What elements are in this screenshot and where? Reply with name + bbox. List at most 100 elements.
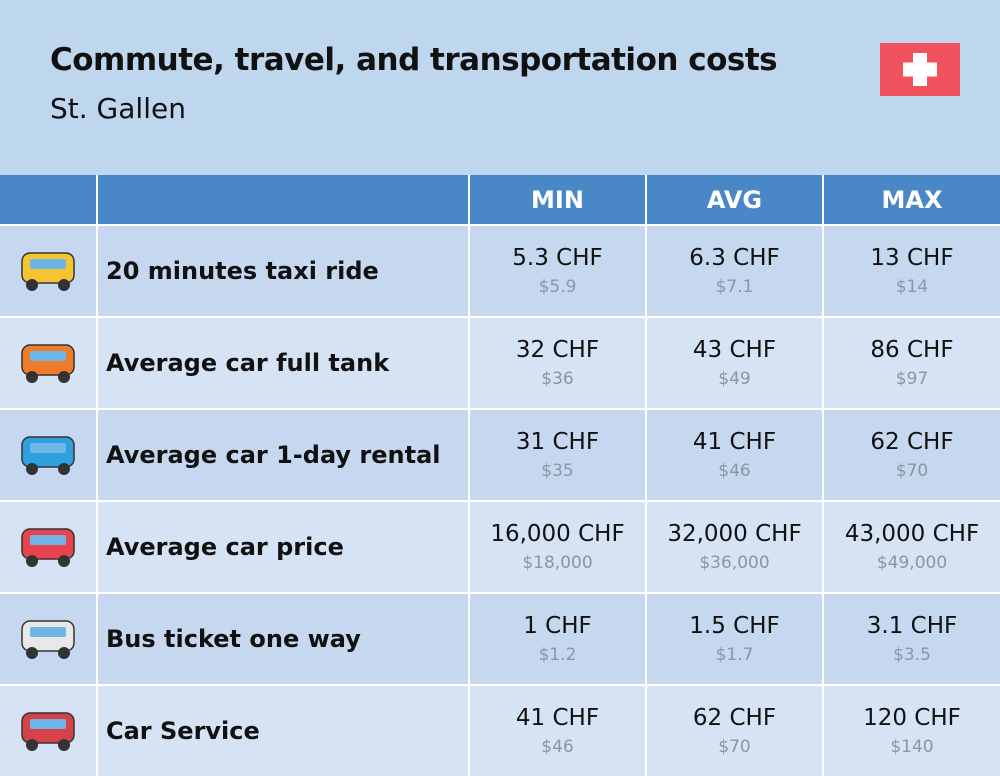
usd-price: $46 [541, 737, 574, 757]
icon-window [30, 443, 66, 453]
local-price: 16,000 CHF [490, 521, 625, 547]
table: MIN AVG MAX 20 minutes taxi ride 5.3 CHF $5.… [0, 175, 1000, 776]
value-cell: 41 CHF $46 [647, 410, 822, 500]
usd-price: $5.9 [538, 277, 577, 297]
column-header: MIN [470, 175, 645, 224]
icon-window [30, 719, 66, 729]
title: Commute, travel, and transportation cost… [50, 42, 778, 78]
usd-price: $7.1 [715, 277, 754, 297]
value-cell: 32,000 CHF $36,000 [647, 502, 822, 592]
local-price: 1.5 CHF [689, 613, 780, 639]
header-cell [98, 175, 468, 224]
icon [21, 436, 75, 475]
usd-price: $46 [718, 461, 751, 481]
icon [21, 344, 75, 383]
icon-window [30, 535, 66, 545]
usd-price: $70 [718, 737, 751, 757]
icon-cell [0, 410, 96, 500]
row-label: Average car price [98, 502, 468, 592]
value-cell: 1.5 CHF $1.7 [647, 594, 822, 684]
local-price: 32,000 CHF [667, 521, 802, 547]
usd-price: $49,000 [876, 553, 948, 573]
usd-price: $36 [541, 369, 574, 389]
icon [21, 252, 75, 291]
value-cell: 5.3 CHF $5.9 [470, 226, 645, 316]
local-price: 41 CHF [692, 429, 777, 455]
icon-wheel [58, 555, 70, 567]
local-price: 32 CHF [515, 337, 600, 363]
local-price: 120 CHF [863, 705, 961, 731]
local-price: 5.3 CHF [512, 245, 603, 271]
value-cell: 3.1 CHF $3.5 [824, 594, 1000, 684]
icon-wheel [58, 463, 70, 475]
value-cell: 1 CHF $1.2 [470, 594, 645, 684]
local-price: 41 CHF [515, 705, 600, 731]
value-cell: 62 CHF $70 [824, 410, 1000, 500]
usd-price: $14 [895, 277, 929, 297]
value-cell: 43 CHF $49 [647, 318, 822, 408]
icon [21, 528, 75, 567]
local-price: 13 CHF [870, 245, 954, 271]
icon-wheel [26, 463, 38, 475]
local-price: 3.1 CHF [866, 613, 958, 639]
local-price: 43,000 CHF [844, 521, 980, 547]
header-cell [0, 175, 96, 224]
flag-cross [903, 62, 937, 77]
local-price: 6.3 CHF [689, 245, 780, 271]
local-price: 86 CHF [870, 337, 954, 363]
icon-wheel [26, 739, 38, 751]
column-header: MAX [824, 175, 1000, 224]
column-header: AVG [647, 175, 822, 224]
value-cell: 43,000 CHF $49,000 [824, 502, 1000, 592]
icon-cell [0, 594, 96, 684]
icon-wheel [26, 555, 38, 567]
icon-cell [0, 318, 96, 408]
row-label: Average car full tank [98, 318, 468, 408]
value-cell: 62 CHF $70 [647, 686, 822, 776]
local-price: 31 CHF [515, 429, 600, 455]
icon-window [30, 259, 66, 269]
icon-window [30, 351, 66, 361]
icon-wheel [58, 647, 70, 659]
local-price: 62 CHF [870, 429, 954, 455]
local-price: 43 CHF [692, 337, 777, 363]
usd-price: $18,000 [522, 553, 593, 573]
row-label: Bus ticket one way [98, 594, 468, 684]
icon-cell [0, 502, 96, 592]
usd-price: $49 [718, 369, 751, 389]
row-label: 20 minutes taxi ride [98, 226, 468, 316]
local-price: 62 CHF [692, 705, 777, 731]
local-price: 1 CHF [523, 613, 592, 639]
row-label: Car Service [98, 686, 468, 776]
value-cell: 120 CHF $140 [824, 686, 1000, 776]
icon-wheel [26, 647, 38, 659]
usd-price: $1.7 [715, 645, 754, 665]
value-cell: 13 CHF $14 [824, 226, 1000, 316]
value-cell: 32 CHF $36 [470, 318, 645, 408]
value-cell: 86 CHF $97 [824, 318, 1000, 408]
subtitle: St. Gallen [50, 92, 186, 125]
icon-window [30, 627, 66, 637]
icon-cell [0, 686, 96, 776]
usd-price: $1.2 [538, 645, 577, 665]
icon [21, 712, 75, 751]
icon [21, 620, 75, 659]
icon-wheel [58, 739, 70, 751]
value-cell: 41 CHF $46 [470, 686, 645, 776]
icon-wheel [26, 371, 38, 383]
flag [880, 43, 960, 96]
usd-price: $36,000 [699, 553, 770, 573]
icon-wheel [58, 371, 70, 383]
value-cell: 16,000 CHF $18,000 [470, 502, 645, 592]
icon-wheel [58, 279, 70, 291]
usd-price: $70 [895, 461, 929, 481]
value-cell: 6.3 CHF $7.1 [647, 226, 822, 316]
usd-price: $3.5 [893, 645, 931, 665]
usd-price: $140 [890, 737, 934, 757]
usd-price: $97 [895, 369, 929, 389]
row-label: Average car 1-day rental [98, 410, 468, 500]
icon-cell [0, 226, 96, 316]
usd-price: $35 [541, 461, 574, 481]
icon-wheel [26, 279, 38, 291]
